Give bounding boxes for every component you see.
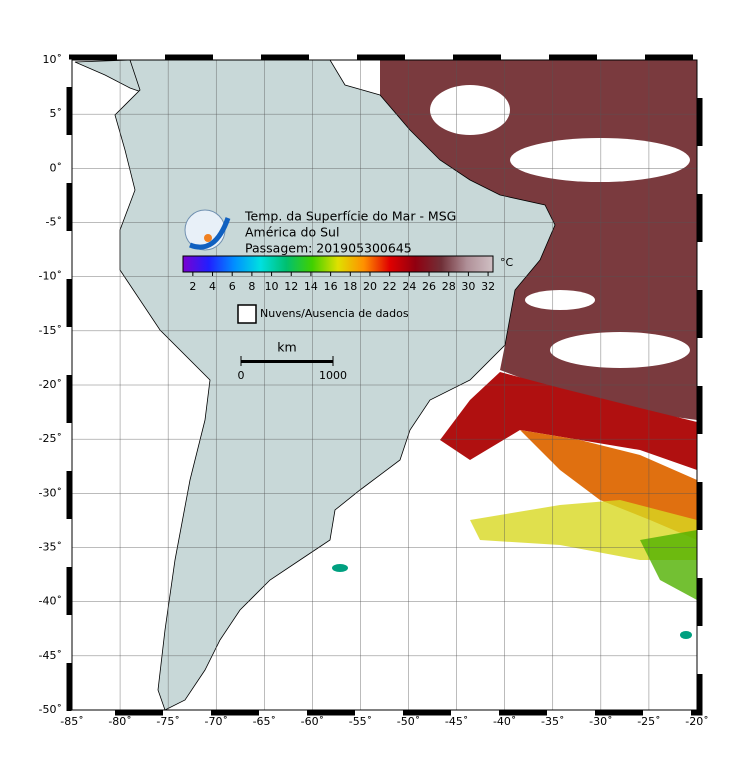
scale-tick-label: 0 (238, 369, 245, 382)
sst-yellow (470, 500, 697, 560)
y-tick-label: -45˚ (39, 649, 62, 662)
sst-teal (332, 564, 348, 572)
x-tick-label: -85˚ (60, 715, 83, 728)
title-line: Temp. da Superfície do Mar - MSG (244, 209, 456, 224)
y-tick-label: 10˚ (43, 53, 63, 66)
y-tick-label: -10˚ (39, 270, 62, 283)
frame-border (66, 54, 703, 716)
colorbar-tick-label: 30 (461, 280, 475, 293)
colorbar-tick-label: 22 (383, 280, 397, 293)
scale-tick-label: 1000 (319, 369, 347, 382)
x-tick-label: -45˚ (445, 715, 468, 728)
y-tick-label: -5˚ (46, 216, 62, 229)
x-tick-label: -40˚ (493, 715, 516, 728)
sst-red (440, 372, 697, 470)
scale-unit: km (277, 340, 296, 355)
y-tick-label: 5˚ (50, 107, 63, 120)
colorbar-tick-label: 28 (442, 280, 456, 293)
scale-bar: 0 1000 (238, 356, 347, 382)
x-tick-label: -50˚ (397, 715, 420, 728)
frame (71, 59, 698, 711)
colorbar-tick-label: 16 (324, 280, 338, 293)
x-tick-label: -25˚ (637, 715, 660, 728)
y-tick-label: -15˚ (39, 324, 62, 337)
colorbar-tick-label: 18 (343, 280, 357, 293)
logo (184, 209, 231, 251)
cloud (525, 290, 595, 310)
x-tick-label: -80˚ (108, 715, 131, 728)
colorbar-tick-label: 32 (481, 280, 495, 293)
legend-swatch (237, 304, 257, 324)
x-tick-label: -65˚ (253, 715, 276, 728)
subtitle-line: Passagem: 201905300645 (245, 241, 412, 256)
colorbar-tick-label: 4 (209, 280, 216, 293)
sst-teal (680, 631, 692, 639)
x-tick-label: -30˚ (589, 715, 612, 728)
colorbar-tick-label: 20 (363, 280, 377, 293)
colorbar-tick-label: 12 (284, 280, 298, 293)
x-tick-label: -20˚ (685, 715, 708, 728)
colorbar-tick-label: 10 (265, 280, 279, 293)
logo-arrow (189, 217, 231, 250)
y-tick-label: -35˚ (39, 541, 62, 554)
logo-sun (204, 234, 212, 242)
colorbar-unit: °C (500, 256, 514, 269)
x-tick-label: -70˚ (204, 715, 227, 728)
cloud (510, 138, 690, 182)
y-tick-label: -40˚ (39, 595, 62, 608)
x-tick-label: -55˚ (349, 715, 372, 728)
y-tick-label: -20˚ (39, 378, 62, 391)
cloud (430, 85, 510, 135)
colorbar-tick-label: 26 (422, 280, 436, 293)
colorbar-tick-label: 24 (402, 280, 416, 293)
legend-label: Nuvens/Ausencia de dados (260, 307, 409, 320)
x-tick-label: -60˚ (301, 715, 324, 728)
colorbar-tick-label: 2 (189, 280, 196, 293)
colorbar-tick-label: 14 (304, 280, 318, 293)
y-tick-label: -50˚ (39, 703, 62, 716)
y-tick-label: -30˚ (39, 486, 62, 499)
colorbar-tick-label: 6 (229, 280, 236, 293)
colorbar-tick-label: 8 (248, 280, 255, 293)
cloud (550, 332, 690, 368)
subtitle-line: América do Sul (245, 225, 339, 240)
scale-bar-body (241, 360, 333, 363)
x-tick-label: -75˚ (156, 715, 179, 728)
y-tick-label: -25˚ (39, 432, 62, 445)
x-tick-label: -35˚ (541, 715, 564, 728)
colorbar (182, 255, 494, 273)
y-tick-label: 0˚ (50, 161, 63, 174)
